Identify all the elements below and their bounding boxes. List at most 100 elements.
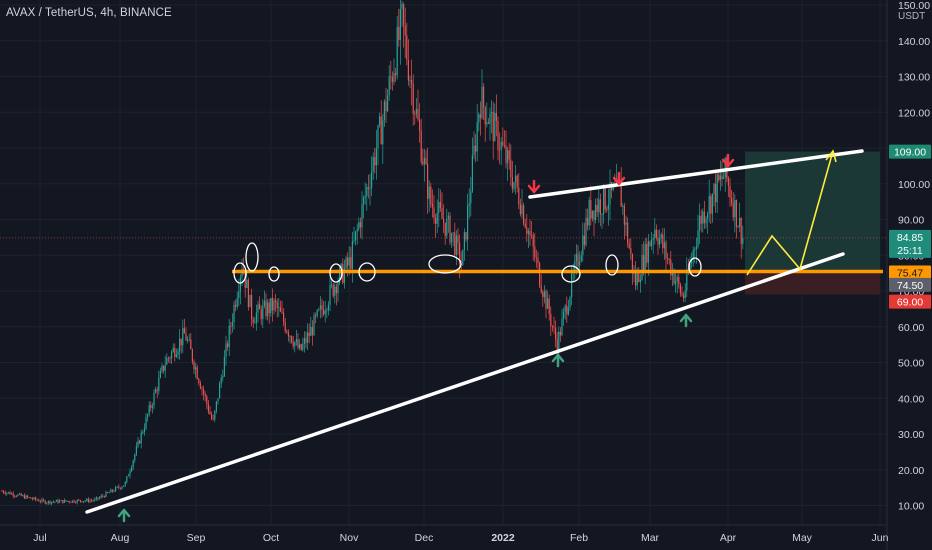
target-zone xyxy=(745,151,880,272)
candle-body xyxy=(721,175,723,179)
candle-body xyxy=(300,344,302,350)
marker-circle xyxy=(688,257,702,277)
candle-body xyxy=(369,188,371,189)
candle-body xyxy=(639,279,641,283)
candle-body xyxy=(55,500,57,502)
currency-label: USDT xyxy=(898,11,926,22)
current-price-bg xyxy=(889,229,931,258)
candle-body xyxy=(25,495,27,499)
candle-body xyxy=(383,101,385,121)
candle-body xyxy=(390,76,392,78)
candle-body xyxy=(340,263,342,269)
candle-body xyxy=(97,497,99,499)
candle-body xyxy=(449,215,451,243)
candle-body xyxy=(737,226,739,228)
candle-body xyxy=(731,197,733,203)
candle-body xyxy=(729,185,731,198)
candle-body xyxy=(401,3,403,9)
stop-price-label-bg xyxy=(889,294,931,309)
candle-body xyxy=(510,159,512,177)
candle-body xyxy=(308,332,310,336)
candle-body xyxy=(307,332,309,343)
candle-body xyxy=(318,309,320,311)
candle-body xyxy=(377,125,379,149)
candle-body xyxy=(364,196,366,198)
candle-body xyxy=(164,364,166,371)
candle-body xyxy=(116,486,118,488)
candle-body xyxy=(675,281,677,284)
candle-body xyxy=(702,211,704,224)
candle-body xyxy=(430,186,432,205)
candle-body xyxy=(667,258,669,260)
time-tick-label: Oct xyxy=(263,532,279,544)
candle-body xyxy=(263,300,265,306)
candle-body xyxy=(441,208,443,219)
candle-body xyxy=(92,500,94,502)
candle-body xyxy=(339,268,341,283)
candle-body xyxy=(406,35,408,60)
marker-circle xyxy=(268,266,280,282)
candle-body xyxy=(87,498,89,502)
time-tick-label: May xyxy=(792,532,813,544)
position-zones xyxy=(0,151,887,295)
candle-body xyxy=(526,227,528,234)
candle-body xyxy=(228,325,230,348)
price-tick-label: 20.00 xyxy=(898,465,924,477)
price-tick-label: 90.00 xyxy=(898,215,924,227)
candle-body xyxy=(502,141,504,146)
price-tick-label: 100.00 xyxy=(898,179,930,191)
candle-body xyxy=(507,150,509,164)
candle-body xyxy=(459,242,461,265)
candle-body xyxy=(54,501,56,503)
candle-body xyxy=(172,348,174,352)
candle-body xyxy=(311,327,313,336)
candle-body xyxy=(627,222,629,244)
candle-body xyxy=(326,310,328,312)
candle-body xyxy=(6,492,8,494)
candle-body xyxy=(436,212,438,224)
candle-body xyxy=(1,491,3,492)
candle-body xyxy=(124,482,126,486)
candle-body xyxy=(391,77,393,82)
candle-body xyxy=(52,501,54,503)
price-tick-label: 30.00 xyxy=(898,429,924,441)
candle-body xyxy=(387,95,389,112)
candle-body xyxy=(211,414,213,419)
candle-body xyxy=(657,237,659,245)
candle-body xyxy=(39,501,41,503)
candle-body xyxy=(137,440,139,447)
candle-body xyxy=(516,175,518,188)
candle-body xyxy=(443,218,445,223)
candle-body xyxy=(513,182,515,189)
candle-body xyxy=(291,336,293,342)
candle-body xyxy=(414,113,416,115)
candle-body xyxy=(203,389,205,394)
candle-body xyxy=(471,155,473,192)
candle-body xyxy=(356,228,358,232)
candle-body xyxy=(51,501,53,504)
candle-body xyxy=(470,191,472,204)
time-axis: Jul Aug Sep Oct Nov Dec 2022 Feb Mar Apr May Jun xyxy=(33,532,888,544)
candle-body xyxy=(361,204,363,228)
candle-body xyxy=(659,238,661,245)
candle-body xyxy=(199,383,201,389)
candle-body xyxy=(247,279,249,308)
candle-body xyxy=(542,292,544,298)
candle-body xyxy=(548,298,550,315)
candle-body xyxy=(67,501,69,502)
candle-body xyxy=(44,500,46,504)
candle-body xyxy=(515,175,517,183)
candle-body xyxy=(123,485,125,487)
candle-body xyxy=(33,497,35,500)
candle-body xyxy=(143,428,145,433)
up-arrow-icon xyxy=(679,313,693,328)
countdown-label: 25:11 xyxy=(897,245,923,257)
candle-body xyxy=(491,111,493,114)
candle-body xyxy=(105,492,107,497)
candle-body xyxy=(535,257,537,259)
candle-body xyxy=(385,101,387,112)
candle-body xyxy=(299,344,301,349)
candle-body xyxy=(583,235,585,245)
candle-body xyxy=(630,248,632,254)
